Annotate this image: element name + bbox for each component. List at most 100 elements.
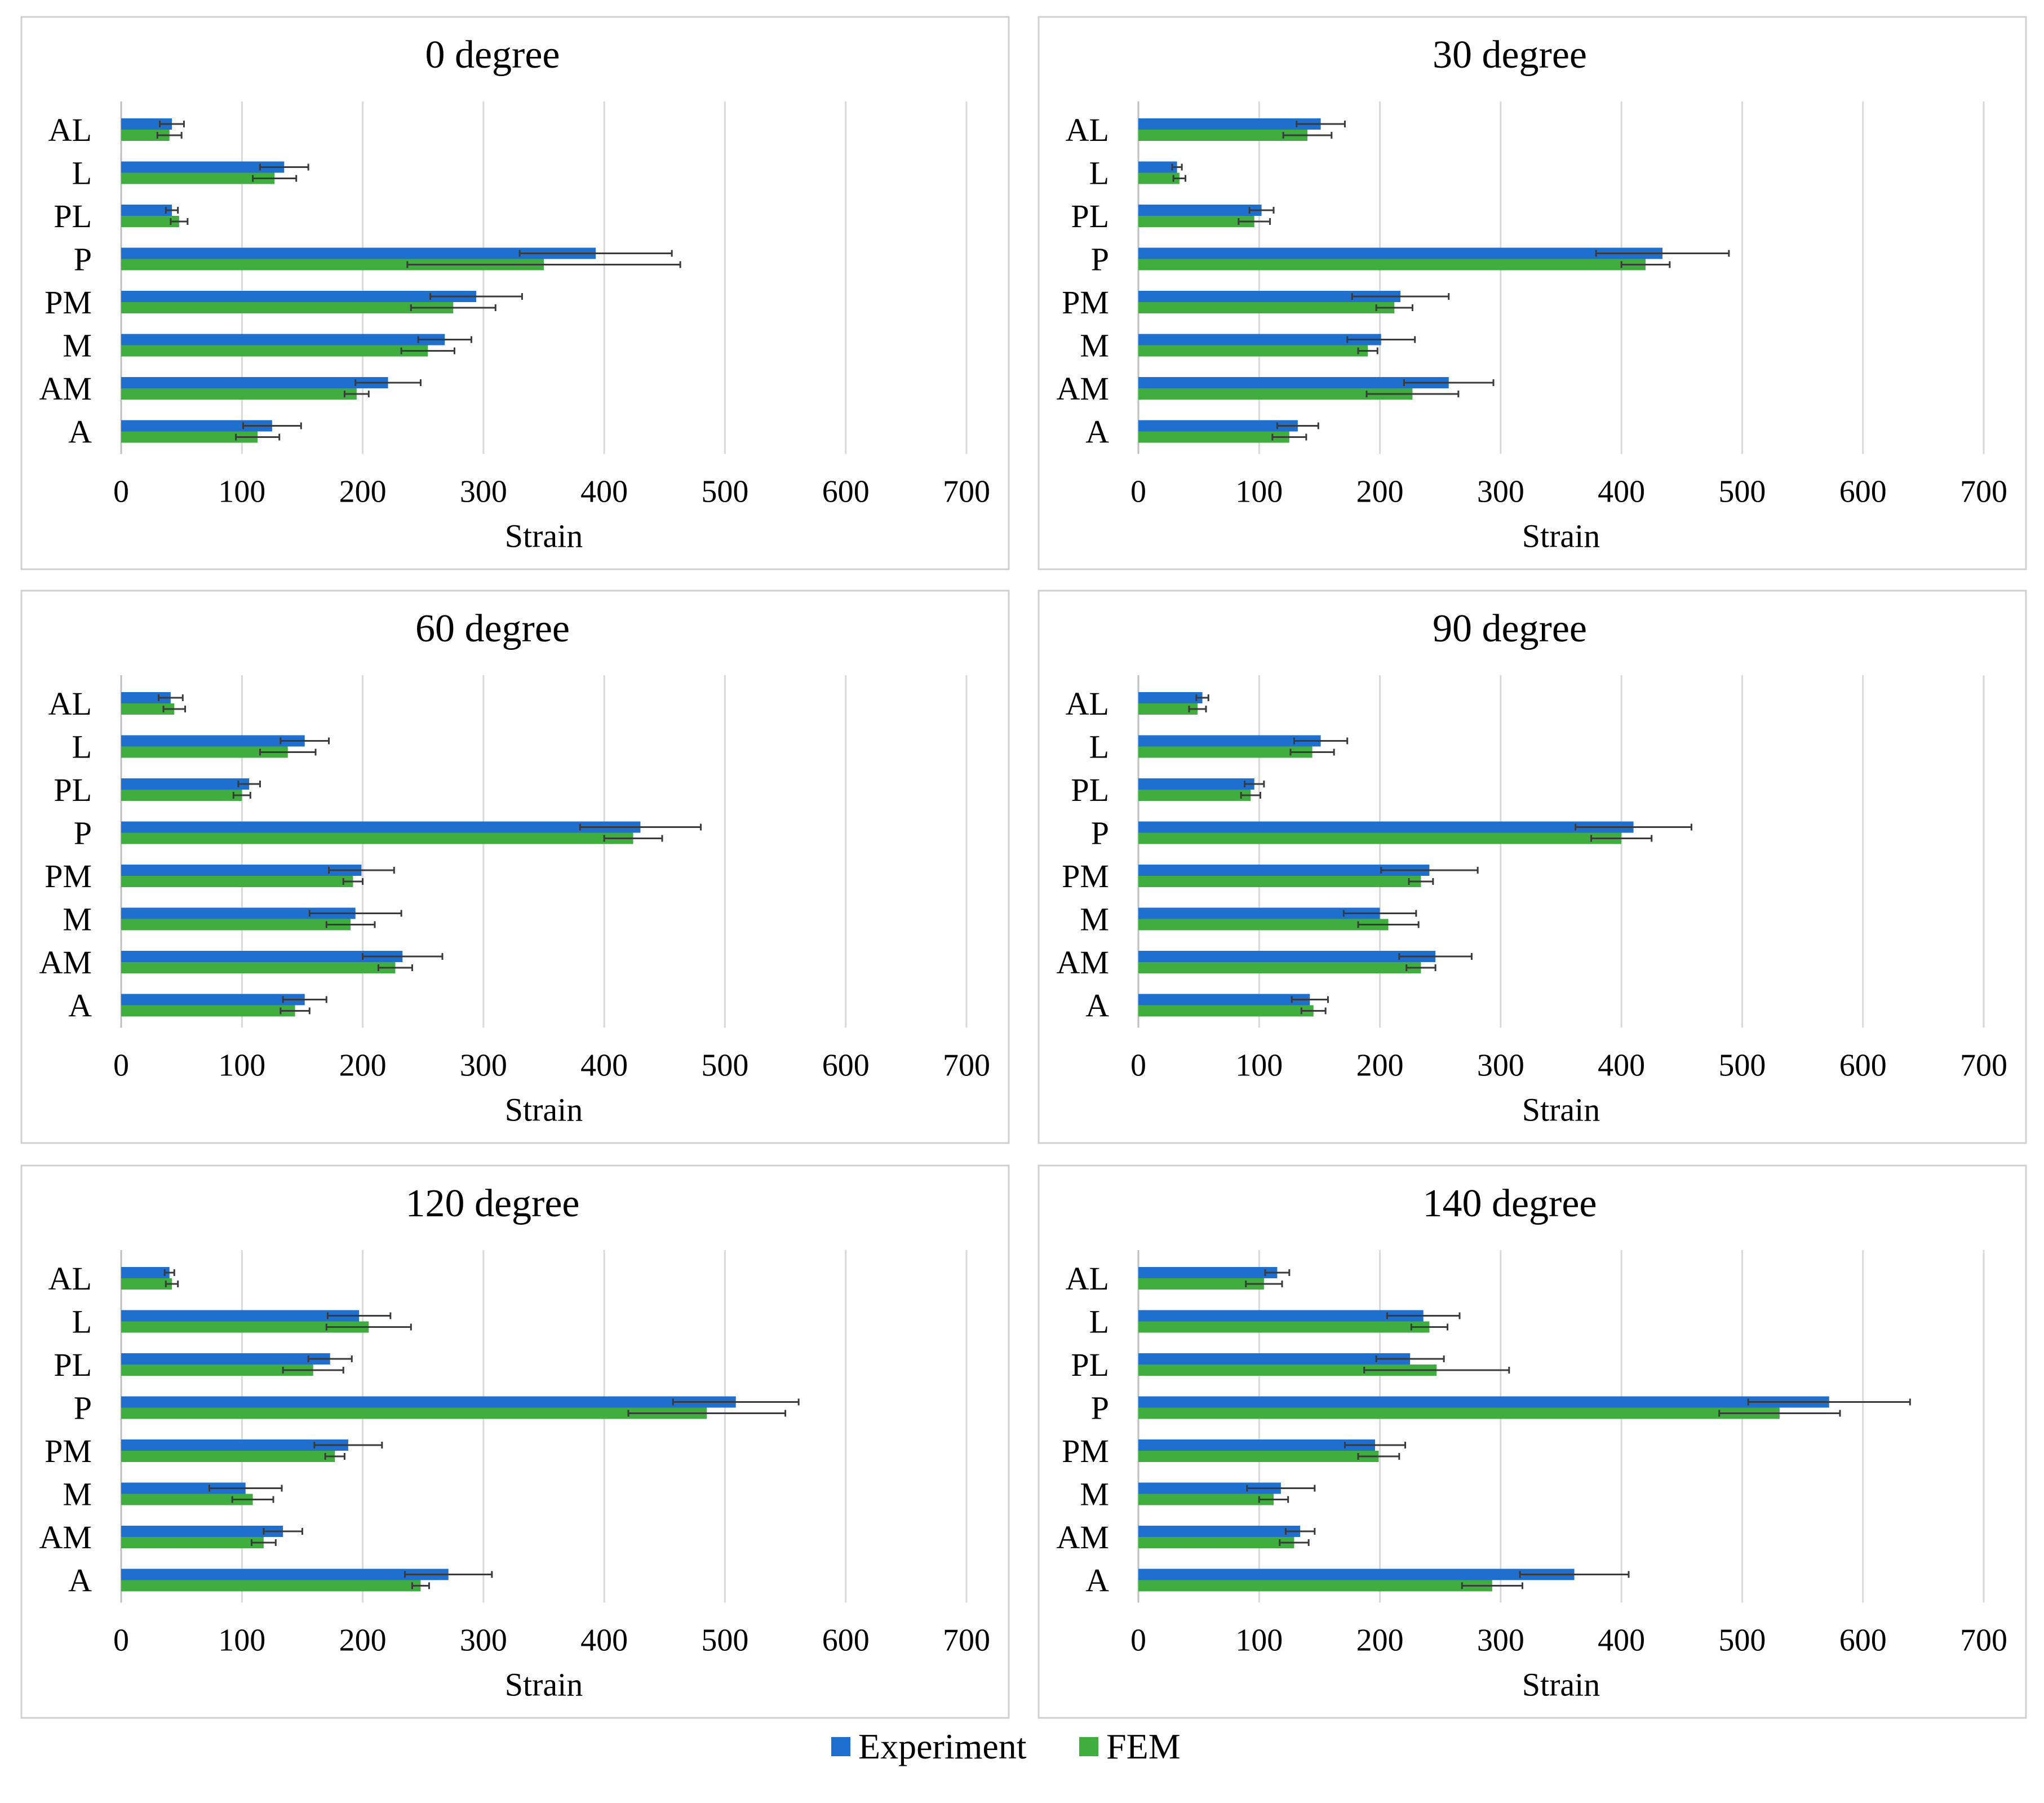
x-tick-label: 400	[1598, 1623, 1645, 1658]
bar-experiment	[121, 1439, 348, 1451]
x-tick-label: 200	[339, 1623, 387, 1658]
bar-experiment	[1138, 420, 1298, 432]
bar-fem	[1138, 1494, 1274, 1505]
bar-fem	[121, 172, 275, 184]
bar-experiment	[121, 1526, 283, 1537]
bar-experiment	[121, 377, 388, 388]
bar-fem	[1138, 216, 1254, 227]
bar-experiment	[121, 291, 476, 302]
bar-fem	[1138, 1278, 1264, 1290]
bar-experiment	[1138, 1482, 1281, 1494]
x-tick-label: 400	[1598, 1048, 1645, 1083]
x-tick-label: 100	[1235, 1623, 1283, 1658]
bar-fem	[121, 1580, 421, 1592]
x-axis-label: Strain	[505, 1092, 583, 1128]
legend-label: Experiment	[858, 1726, 1027, 1766]
bar-fem	[121, 388, 357, 400]
category-label: PL	[1071, 1346, 1109, 1383]
x-tick-label: 100	[1235, 1048, 1283, 1083]
x-axis-label: Strain	[505, 518, 583, 555]
category-label: PL	[54, 1346, 92, 1383]
x-tick-label: 300	[460, 1623, 507, 1658]
bar-experiment	[1138, 1526, 1301, 1537]
bar-fem	[1138, 1365, 1437, 1376]
category-label: A	[68, 1562, 92, 1599]
bar-experiment	[121, 1267, 170, 1278]
legend-swatch	[1079, 1737, 1098, 1756]
category-label: M	[1080, 901, 1109, 938]
x-tick-label: 200	[1356, 1048, 1404, 1083]
bar-experiment	[1138, 1569, 1575, 1580]
category-label: PM	[1062, 858, 1109, 894]
bar-experiment	[121, 161, 285, 173]
category-label: A	[68, 987, 92, 1024]
category-label: AL	[1066, 685, 1109, 722]
x-tick-label: 100	[218, 1623, 265, 1658]
category-label: PL	[1071, 198, 1109, 234]
category-label: A	[1085, 987, 1109, 1024]
bar-fem	[1138, 172, 1180, 184]
bar-experiment	[1138, 205, 1262, 216]
bar-fem	[1138, 388, 1413, 400]
bar-experiment	[1138, 1353, 1411, 1365]
bar-experiment	[121, 247, 596, 259]
x-tick-label: 700	[1960, 475, 2007, 510]
category-label: A	[1085, 1562, 1109, 1599]
bar-fem	[1138, 703, 1198, 715]
x-axis-label: Strain	[1522, 518, 1600, 555]
x-tick-label: 500	[1718, 475, 1766, 510]
category-label: L	[72, 729, 92, 765]
x-tick-label: 0	[1130, 1048, 1146, 1083]
bar-experiment	[1138, 907, 1380, 919]
category-label: P	[1091, 241, 1109, 278]
bar-fem	[1138, 1580, 1492, 1592]
x-tick-label: 400	[580, 1048, 628, 1083]
bar-experiment	[1138, 1396, 1829, 1408]
x-tick-label: 300	[1477, 1048, 1524, 1083]
category-label: M	[1080, 327, 1109, 364]
bar-experiment	[121, 994, 305, 1005]
bar-experiment	[1138, 1310, 1424, 1322]
x-tick-label: 0	[113, 1048, 129, 1083]
bar-fem	[121, 790, 242, 801]
chart-title: 0 degree	[425, 33, 560, 77]
category-label: AM	[39, 370, 92, 407]
x-tick-label: 300	[460, 475, 507, 510]
x-axis-label: Strain	[505, 1667, 583, 1703]
category-label: AM	[1057, 370, 1109, 407]
x-axis-label: Strain	[1522, 1092, 1600, 1128]
category-label: AL	[48, 1260, 92, 1297]
category-label: PM	[45, 284, 92, 321]
category-label: A	[68, 414, 92, 450]
x-tick-label: 400	[580, 1623, 628, 1658]
chart-title: 140 degree	[1422, 1182, 1597, 1225]
bar-experiment	[1138, 692, 1203, 703]
bar-fem	[121, 703, 175, 715]
category-label: AL	[48, 685, 92, 722]
bar-experiment	[1138, 334, 1381, 345]
bar-experiment	[1138, 291, 1400, 302]
bar-experiment	[1138, 865, 1430, 876]
bar-experiment	[1138, 994, 1310, 1005]
bar-fem	[121, 259, 544, 271]
category-label: AM	[39, 1519, 92, 1556]
x-tick-label: 500	[701, 475, 748, 510]
category-label: PL	[54, 772, 92, 808]
x-tick-label: 500	[1718, 1048, 1766, 1083]
bar-fem	[121, 345, 428, 357]
x-tick-label: 0	[113, 475, 129, 510]
x-tick-label: 0	[1130, 475, 1146, 510]
x-tick-label: 200	[1356, 475, 1404, 510]
category-label: PM	[45, 1433, 92, 1469]
bar-fem	[121, 1537, 264, 1548]
bar-fem	[1138, 790, 1251, 801]
category-label: PL	[1071, 772, 1109, 808]
bar-experiment	[1138, 778, 1254, 790]
category-label: P	[74, 241, 92, 278]
bar-fem	[1138, 259, 1646, 271]
x-tick-label: 700	[1960, 1048, 2007, 1083]
x-tick-label: 500	[1718, 1623, 1766, 1658]
x-tick-label: 200	[1356, 1623, 1404, 1658]
